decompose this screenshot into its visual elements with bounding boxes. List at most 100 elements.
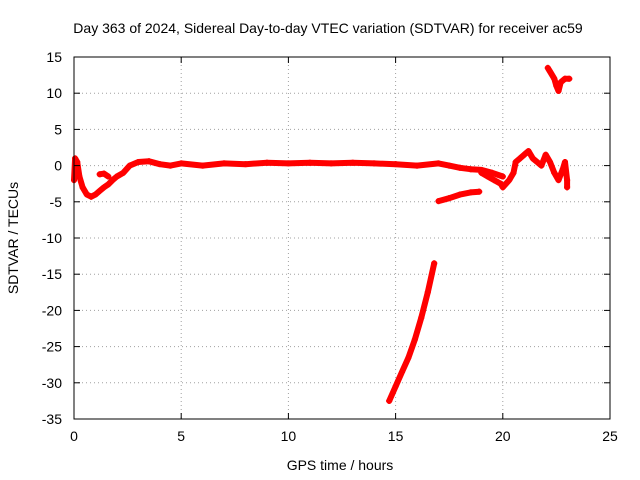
- series-late-cluster: [478, 148, 571, 191]
- data-point: [553, 82, 560, 89]
- y-tick-label: -35: [42, 411, 62, 427]
- data-point: [551, 75, 558, 82]
- data-point: [516, 155, 523, 162]
- data-point: [435, 160, 442, 167]
- ticks: 0 5 10 15 20 25 15 10 5 0 -5 -10 -15 -20 -25 -30 -35: [42, 49, 618, 444]
- data-point: [446, 162, 453, 169]
- data-point: [96, 187, 103, 194]
- data-point: [566, 75, 573, 82]
- data-point: [557, 79, 564, 86]
- data-point: [178, 160, 185, 167]
- y-tick-label: 10: [46, 85, 62, 101]
- data-point: [83, 191, 90, 198]
- y-tick-label: 0: [54, 158, 62, 174]
- data-point: [392, 161, 399, 168]
- data-point: [386, 397, 393, 404]
- chart-title: Day 363 of 2024, Sidereal Day-to-day VTE…: [73, 20, 583, 36]
- data-point: [467, 166, 474, 173]
- data-point: [263, 159, 270, 166]
- data-point: [484, 173, 491, 180]
- data-point: [521, 151, 528, 158]
- series-steep-arc: [386, 260, 438, 404]
- data-point: [79, 184, 86, 191]
- data-point: [555, 88, 562, 95]
- data-point: [113, 173, 120, 180]
- data-point: [564, 177, 571, 184]
- data-point: [544, 64, 551, 71]
- data-point: [561, 158, 568, 165]
- data-point: [478, 169, 485, 176]
- y-tick-label: -5: [50, 194, 63, 210]
- data-point: [146, 158, 153, 165]
- data-point: [92, 191, 99, 198]
- data-point: [446, 195, 453, 202]
- y-axis-label: SDTVAR / TECUs: [5, 182, 21, 294]
- data-point: [506, 177, 513, 184]
- x-axis-label: GPS time / hours: [287, 457, 394, 473]
- x-tick-label: 10: [281, 428, 297, 444]
- data-point: [306, 159, 313, 166]
- data-point: [109, 177, 116, 184]
- data-point: [431, 260, 438, 267]
- data-point: [101, 170, 108, 177]
- data-point: [435, 198, 442, 205]
- data-point: [534, 158, 541, 165]
- data-point: [559, 166, 566, 173]
- data-point: [418, 314, 425, 321]
- data-point: [221, 160, 228, 167]
- data-point: [135, 158, 142, 165]
- data-point: [399, 368, 406, 375]
- data-point: [424, 289, 431, 296]
- data-point: [542, 151, 549, 158]
- y-tick-label: -30: [42, 375, 62, 391]
- x-tick-label: 15: [388, 428, 404, 444]
- data-point: [167, 162, 174, 169]
- data-point: [525, 148, 532, 155]
- data-point: [491, 177, 498, 184]
- data-point: [105, 181, 112, 188]
- y-tick-label: 15: [46, 49, 62, 65]
- data-point: [476, 188, 483, 195]
- data-point: [456, 191, 463, 198]
- data-point: [538, 162, 545, 169]
- data-point: [328, 160, 335, 167]
- y-tick-label: -15: [42, 266, 62, 282]
- data-point: [242, 161, 249, 168]
- data-point: [499, 173, 506, 180]
- data-point: [510, 169, 517, 176]
- data-point: [512, 158, 519, 165]
- data-point: [371, 160, 378, 167]
- data-point: [285, 160, 292, 167]
- plot-data: [71, 64, 573, 404]
- data-point: [120, 169, 127, 176]
- data-point: [156, 161, 163, 168]
- data-point: [489, 169, 496, 176]
- data-point: [411, 336, 418, 343]
- x-tick-label: 0: [70, 428, 78, 444]
- data-point: [499, 184, 506, 191]
- data-point: [88, 193, 95, 200]
- data-point: [101, 184, 108, 191]
- data-point: [392, 383, 399, 390]
- data-point: [551, 169, 558, 176]
- y-tick-label: -20: [42, 302, 62, 318]
- data-point: [414, 162, 421, 169]
- data-point: [349, 159, 356, 166]
- x-tick-label: 25: [602, 428, 618, 444]
- data-point: [72, 155, 79, 162]
- data-point: [529, 155, 536, 162]
- data-point: [467, 189, 474, 196]
- data-point: [126, 162, 133, 169]
- data-point: [546, 158, 553, 165]
- data-point: [105, 173, 112, 180]
- data-point: [199, 162, 206, 169]
- data-point: [456, 164, 463, 171]
- y-tick-label: 5: [54, 121, 62, 137]
- data-point: [405, 354, 412, 361]
- y-tick-label: -10: [42, 230, 62, 246]
- x-tick-label: 20: [495, 428, 511, 444]
- data-point: [555, 177, 562, 184]
- grid: [74, 57, 610, 419]
- data-point: [497, 180, 504, 187]
